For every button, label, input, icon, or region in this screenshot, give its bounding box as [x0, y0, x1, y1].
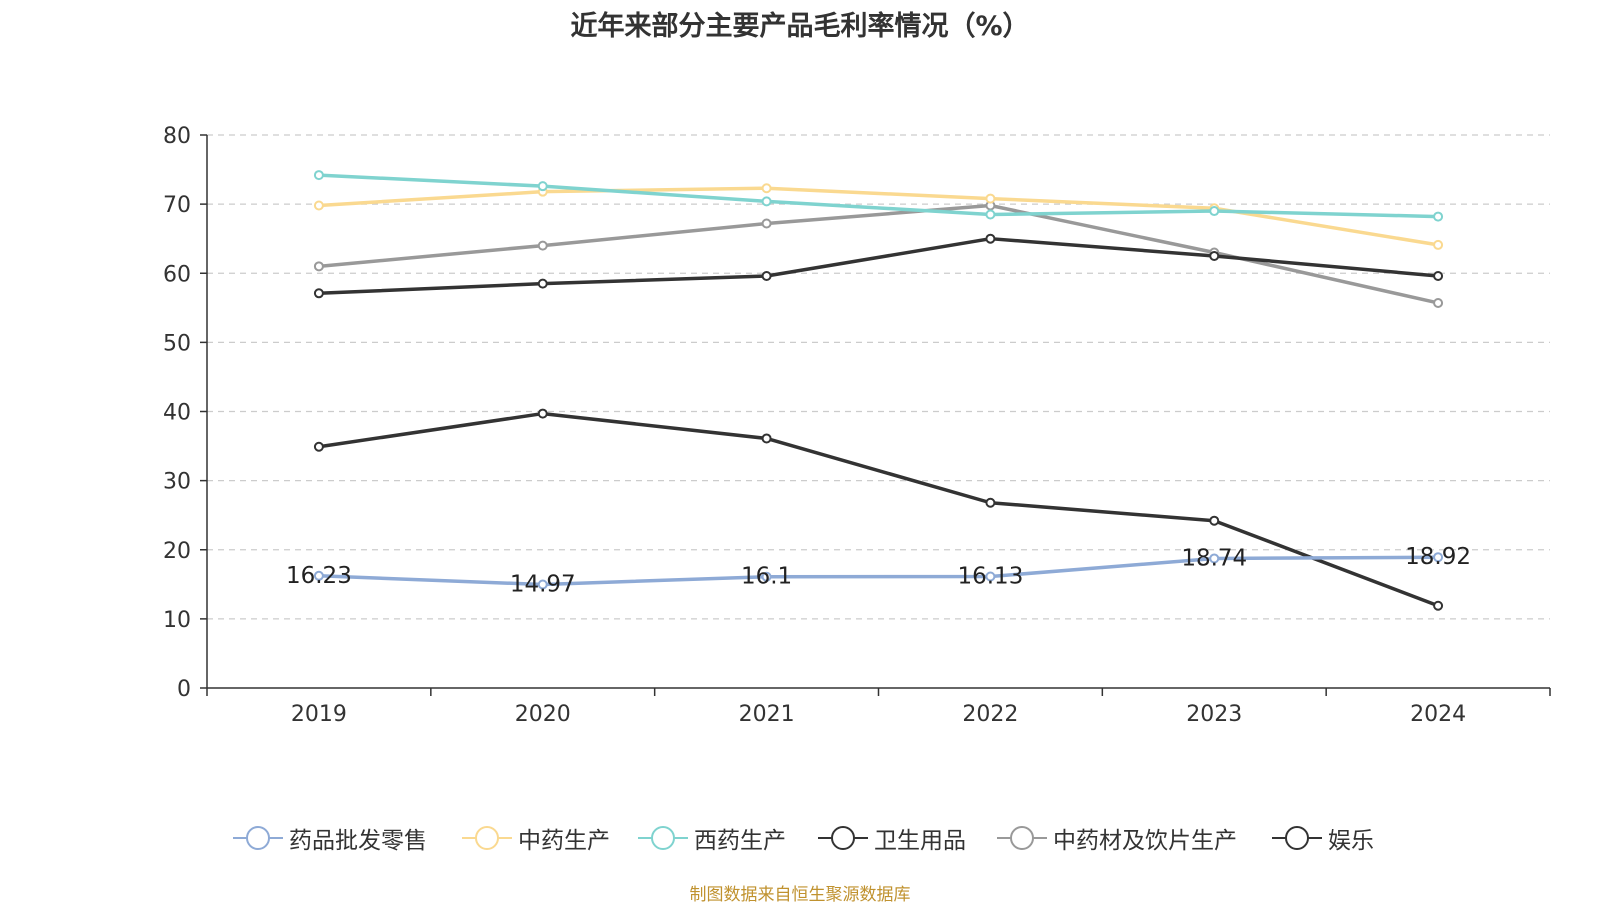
data-point — [761, 218, 772, 229]
data-point — [313, 570, 324, 581]
legend-item[interactable]: 药品批发零售 — [233, 820, 427, 856]
series-line — [318, 411, 1439, 608]
legend-marker-icon — [233, 826, 283, 850]
data-point — [985, 209, 996, 220]
series-line — [318, 555, 1439, 587]
data-point — [761, 433, 772, 444]
data-point — [1209, 250, 1220, 261]
y-tick-label: 50 — [163, 331, 191, 356]
legend-item[interactable]: 中药生产 — [462, 820, 610, 856]
legend-label: 药品批发零售 — [289, 828, 427, 854]
data-point — [985, 571, 996, 582]
data-point — [761, 183, 772, 194]
data-point — [313, 288, 324, 299]
data-point — [537, 181, 548, 192]
series-line — [318, 203, 1439, 305]
chart-title: 近年来部分主要产品毛利率情况（%） — [570, 11, 1030, 42]
y-tick-label: 80 — [163, 124, 191, 149]
y-tick-label: 10 — [163, 608, 191, 633]
y-tick-label: 40 — [163, 401, 191, 426]
data-label: 18.74 — [1181, 545, 1247, 571]
series-line — [318, 236, 1439, 296]
data-point — [761, 571, 772, 582]
data-point — [1433, 297, 1444, 308]
data-label: 18.92 — [1405, 544, 1471, 570]
data-point — [1209, 206, 1220, 217]
data-point — [1209, 515, 1220, 526]
axes: 0 10 20 30 40 50 60 70 80 2019 2020 2021 2022 2023 202… — [163, 124, 1551, 727]
data-point — [985, 497, 996, 508]
legend-item[interactable]: 卫生用品 — [818, 820, 966, 856]
legend-label: 娱乐 — [1328, 828, 1374, 854]
legend-label: 中药生产 — [518, 828, 610, 854]
x-tick-label: 2021 — [739, 702, 795, 727]
data-point — [313, 200, 324, 211]
y-tick-label: 30 — [163, 470, 191, 495]
x-tick-label: 2024 — [1410, 702, 1466, 727]
data-point — [537, 579, 548, 590]
data-source-note: 制图数据来自恒生聚源数据库 — [689, 885, 911, 905]
data-point — [985, 193, 996, 204]
data-point — [313, 170, 324, 181]
data-point — [761, 271, 772, 282]
series-lines — [313, 170, 1444, 611]
legend-item[interactable]: 中药材及饮片生产 — [997, 820, 1237, 856]
data-label: 16.13 — [957, 564, 1023, 590]
y-tick-label: 20 — [163, 539, 191, 564]
legend-marker-icon — [818, 826, 868, 850]
data-point — [1433, 600, 1444, 611]
legend-marker-icon — [997, 826, 1047, 850]
series-line — [318, 173, 1439, 219]
y-tick-label: 0 — [177, 677, 191, 702]
data-label: 14.97 — [510, 572, 576, 598]
legend-label: 中药材及饮片生产 — [1053, 828, 1237, 854]
data-point — [537, 278, 548, 289]
legend: 药品批发零售 中药生产 西药生产 卫生用品 中药材及饮片生产 娱乐 — [0, 820, 1600, 856]
data-point — [1433, 211, 1444, 222]
series-line — [318, 186, 1439, 247]
x-tick-label: 2019 — [291, 702, 347, 727]
legend-marker-icon — [462, 826, 512, 850]
legend-item[interactable]: 娱乐 — [1272, 820, 1374, 856]
data-point — [1433, 552, 1444, 563]
legend-label: 卫生用品 — [874, 828, 966, 854]
data-point — [761, 196, 772, 207]
data-point — [1433, 239, 1444, 250]
data-point — [537, 240, 548, 251]
grid-lines — [207, 134, 1550, 620]
legend-marker-icon — [1272, 826, 1322, 850]
y-tick-label: 60 — [163, 262, 191, 287]
y-tick-label: 70 — [163, 193, 191, 218]
x-tick-label: 2020 — [515, 702, 571, 727]
data-point — [537, 408, 548, 419]
data-label: 16.1 — [741, 564, 792, 590]
data-point — [1433, 271, 1444, 282]
data-label: 16.23 — [286, 563, 352, 589]
data-point — [1209, 553, 1220, 564]
data-point — [313, 441, 324, 452]
x-tick-label: 2023 — [1186, 702, 1242, 727]
legend-item[interactable]: 西药生产 — [638, 820, 786, 856]
legend-marker-icon — [638, 826, 688, 850]
data-point — [985, 233, 996, 244]
data-labels: 16.23 14.97 16.1 16.13 18.74 18.92 — [286, 544, 1471, 597]
x-tick-label: 2022 — [962, 702, 1018, 727]
data-point — [313, 261, 324, 272]
legend-label: 西药生产 — [694, 828, 786, 854]
